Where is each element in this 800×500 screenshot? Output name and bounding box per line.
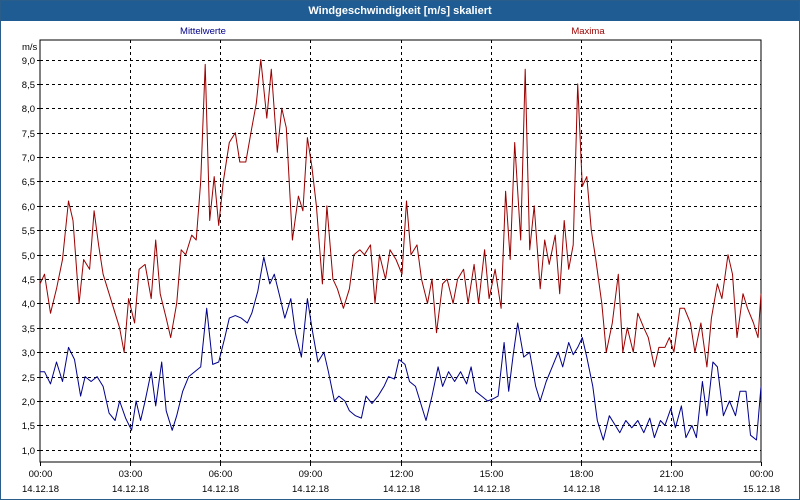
x-tick-date-label: 14.12.18 (473, 484, 510, 495)
grid-lines (40, 40, 761, 462)
legend-entry: Mittelwerte (180, 26, 226, 37)
y-tick-label: 3,0 (22, 348, 35, 359)
y-tick-label: 4,5 (22, 275, 35, 286)
x-axis: 00:00 14.12.18 03:00 14.12.18 06:00 14.12.18 0… (22, 462, 780, 495)
legend-entry: Maxima (571, 26, 605, 37)
window-title: Windgeschwindigkeit [m/s] skaliert (1, 1, 799, 21)
x-tick-date-label: 14.12.18 (653, 484, 690, 495)
x-tick-time-label: 00:00 (750, 469, 774, 480)
x-tick-date-label: 15.12.18 (743, 484, 780, 495)
x-tick-time-label: 21:00 (660, 469, 684, 480)
y-tick-label: 5,5 (22, 226, 35, 237)
y-tick-label: 6,0 (22, 202, 35, 213)
plot-area (39, 39, 762, 463)
y-tick-label: 9,0 (22, 56, 35, 67)
x-tick-date-label: 14.12.18 (22, 484, 59, 495)
series-line-maxima (39, 59, 762, 368)
y-tick-label: 2,0 (22, 397, 35, 408)
x-tick-date-label: 14.12.18 (292, 484, 329, 495)
y-tick-label: 8,5 (22, 80, 35, 91)
y-tick-label: 7,5 (22, 129, 35, 140)
y-axis: 1,0 1,5 2,0 2,5 3,0 3,5 4,0 4,5 5,0 5,5 6,0 6,5 7,0 7… (22, 56, 40, 457)
legend: Mittelwerte Maxima (180, 26, 605, 37)
y-tick-label: 1,5 (22, 421, 35, 432)
y-tick-label: 7,0 (22, 153, 35, 164)
x-tick-date-label: 14.12.18 (112, 484, 149, 495)
x-tick-time-label: 09:00 (299, 469, 323, 480)
y-tick-label: 2,5 (22, 373, 35, 384)
series-line-mittelwerte (40, 256, 762, 441)
y-tick-label: 8,0 (22, 104, 35, 115)
y-axis-label: m/s (22, 42, 38, 53)
y-tick-label: 4,0 (22, 299, 35, 310)
x-tick-date-label: 14.12.18 (202, 484, 239, 495)
x-tick-date-label: 14.12.18 (383, 484, 420, 495)
x-tick-time-label: 12:00 (390, 469, 414, 480)
y-tick-label: 6,5 (22, 177, 35, 188)
x-tick-time-label: 15:00 (480, 469, 504, 480)
x-tick-time-label: 18:00 (570, 469, 594, 480)
series-lines (39, 59, 762, 441)
x-tick-time-label: 03:00 (119, 469, 143, 480)
x-tick-date-label: 14.12.18 (563, 484, 600, 495)
y-tick-label: 3,5 (22, 324, 35, 335)
x-tick-time-label: 00:00 (29, 469, 53, 480)
y-tick-label: 1,0 (22, 446, 35, 457)
y-tick-label: 5,0 (22, 251, 35, 262)
x-tick-time-label: 06:00 (209, 469, 233, 480)
